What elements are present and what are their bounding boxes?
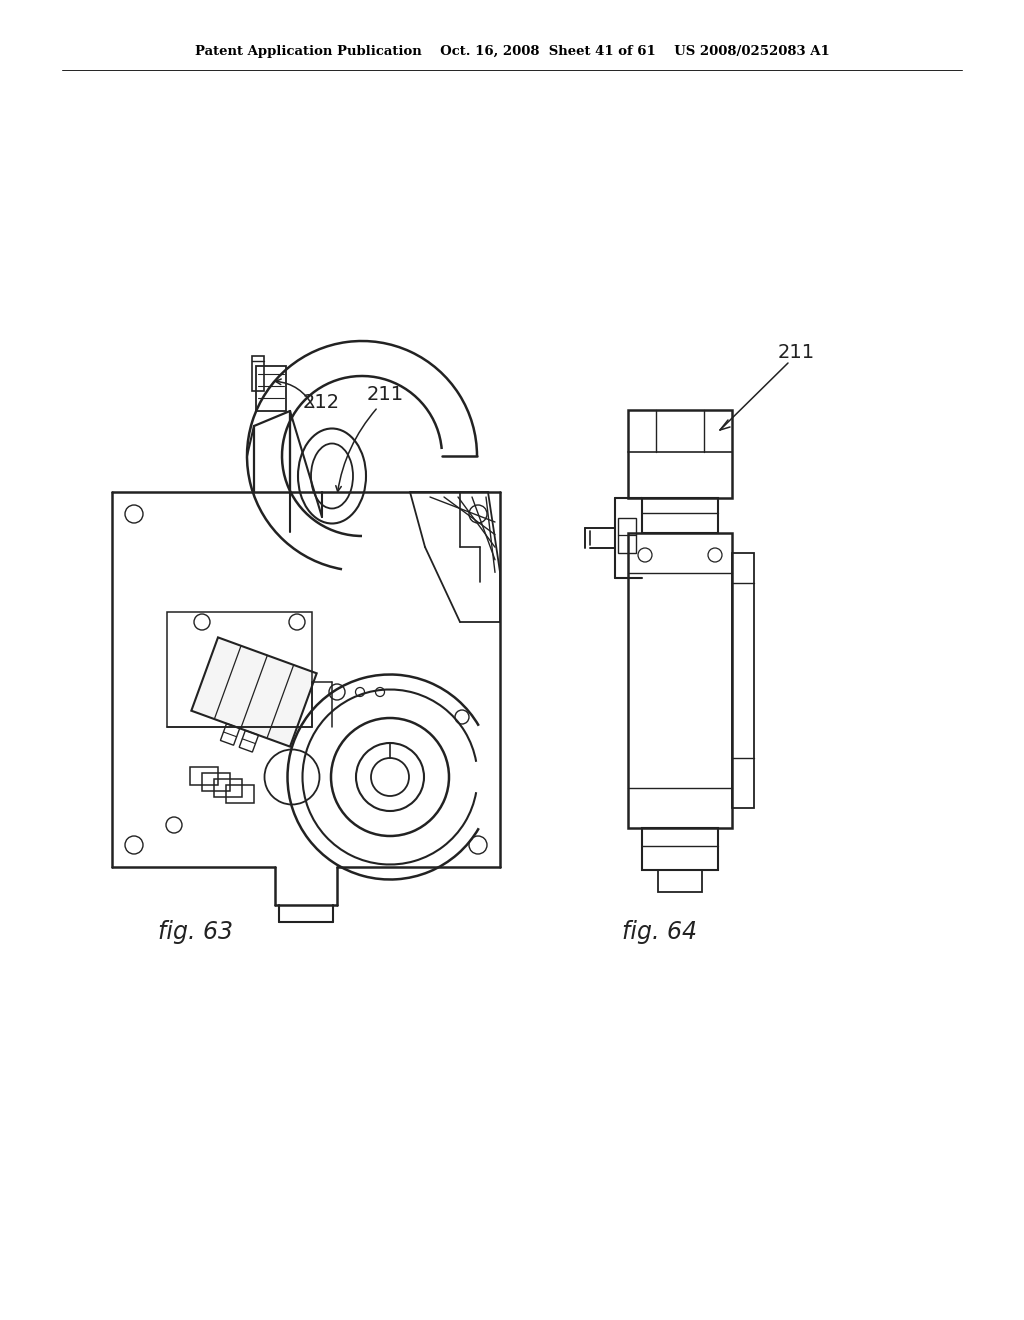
Bar [618, 517, 636, 553]
Bar [642, 498, 718, 533]
Bar [252, 356, 264, 391]
Bar [732, 553, 754, 808]
Bar [256, 366, 286, 411]
Text: 211: 211 [778, 342, 815, 362]
Bar [628, 533, 732, 828]
Bar [214, 779, 242, 797]
Bar [628, 411, 732, 498]
Bar [190, 767, 218, 785]
Text: fig. 64: fig. 64 [623, 920, 697, 944]
Polygon shape [191, 638, 316, 747]
Bar [202, 774, 230, 791]
Bar [226, 785, 254, 803]
Text: Patent Application Publication    Oct. 16, 2008  Sheet 41 of 61    US 2008/02520: Patent Application Publication Oct. 16, … [195, 45, 829, 58]
Bar [658, 870, 702, 892]
Bar [167, 612, 312, 727]
Text: 212: 212 [303, 393, 340, 412]
Text: fig. 63: fig. 63 [158, 920, 232, 944]
Text: 211: 211 [367, 385, 404, 404]
Bar [642, 828, 718, 870]
